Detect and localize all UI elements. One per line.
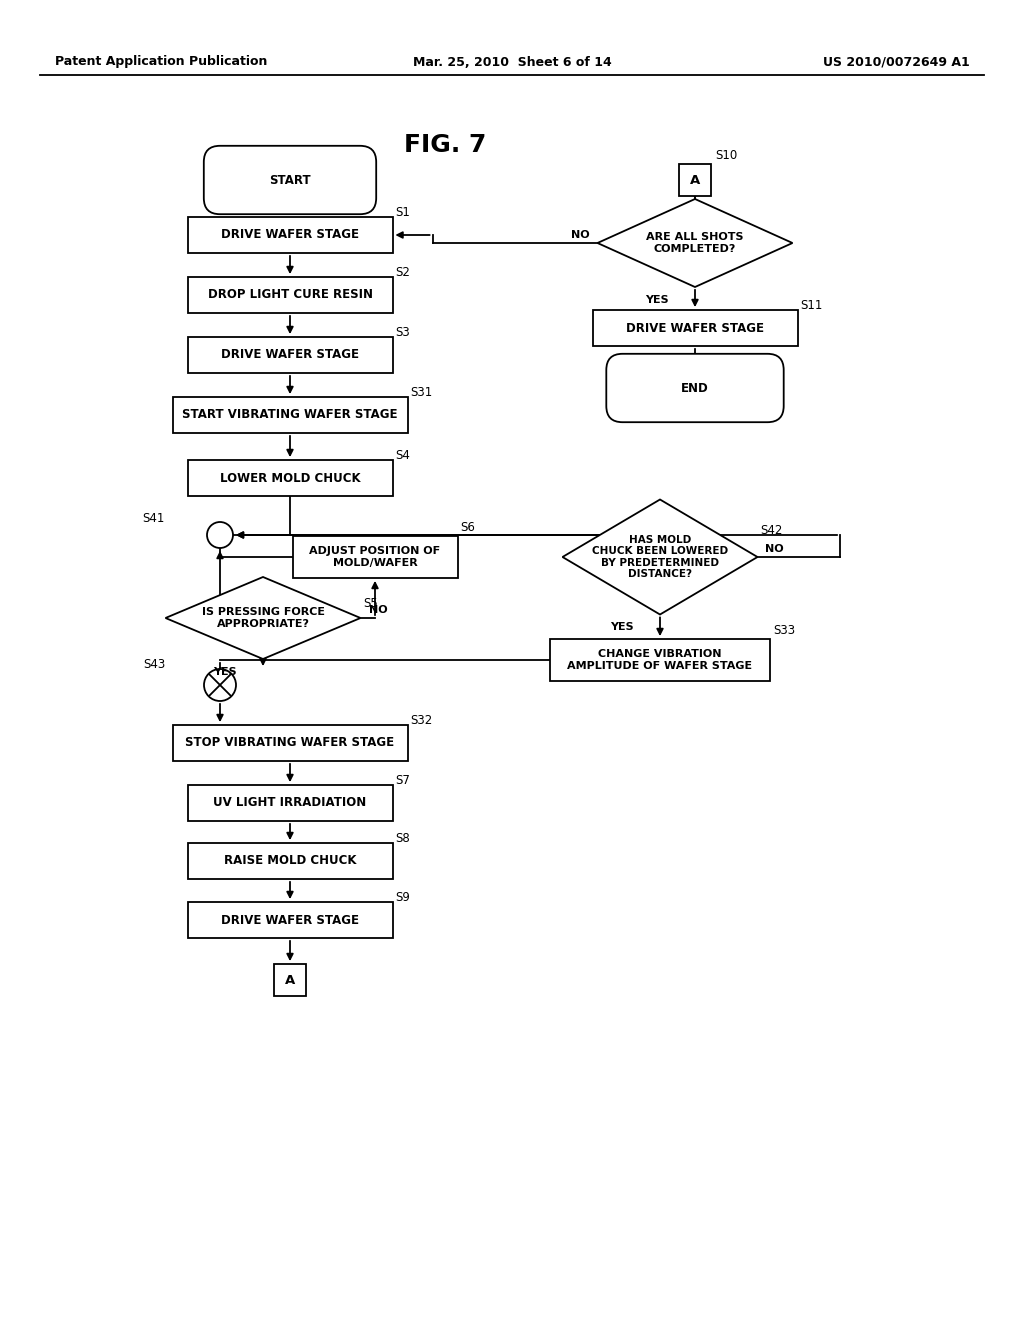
Text: RAISE MOLD CHUCK: RAISE MOLD CHUCK <box>224 854 356 867</box>
Text: S41: S41 <box>142 512 165 525</box>
Text: S5: S5 <box>364 597 378 610</box>
FancyBboxPatch shape <box>204 145 376 214</box>
Text: ARE ALL SHOTS
COMPLETED?: ARE ALL SHOTS COMPLETED? <box>646 232 743 253</box>
Polygon shape <box>166 577 360 659</box>
Text: STOP VIBRATING WAFER STAGE: STOP VIBRATING WAFER STAGE <box>185 737 394 750</box>
Text: S10: S10 <box>715 149 737 162</box>
Text: NO: NO <box>570 230 590 240</box>
Text: S1: S1 <box>395 206 411 219</box>
FancyBboxPatch shape <box>679 164 711 195</box>
Polygon shape <box>597 199 793 286</box>
Text: S4: S4 <box>395 449 411 462</box>
Text: S33: S33 <box>773 624 795 638</box>
FancyBboxPatch shape <box>550 639 770 681</box>
FancyBboxPatch shape <box>187 337 392 374</box>
FancyBboxPatch shape <box>187 459 392 496</box>
Text: FIG. 7: FIG. 7 <box>403 133 486 157</box>
Text: S42: S42 <box>761 524 783 537</box>
Text: S31: S31 <box>411 385 433 399</box>
Text: HAS MOLD
CHUCK BEEN LOWERED
BY PREDETERMINED
DISTANCE?: HAS MOLD CHUCK BEEN LOWERED BY PREDETERM… <box>592 535 728 579</box>
Text: S6: S6 <box>461 521 475 535</box>
Text: S2: S2 <box>395 267 411 279</box>
Text: START VIBRATING WAFER STAGE: START VIBRATING WAFER STAGE <box>182 408 397 421</box>
Polygon shape <box>562 499 758 615</box>
FancyBboxPatch shape <box>187 785 392 821</box>
Text: Mar. 25, 2010  Sheet 6 of 14: Mar. 25, 2010 Sheet 6 of 14 <box>413 55 611 69</box>
Text: S32: S32 <box>411 714 433 727</box>
Text: END: END <box>681 381 709 395</box>
Text: CHANGE VIBRATION
AMPLITUDE OF WAFER STAGE: CHANGE VIBRATION AMPLITUDE OF WAFER STAG… <box>567 649 753 671</box>
FancyBboxPatch shape <box>187 216 392 253</box>
FancyBboxPatch shape <box>293 536 458 578</box>
Text: DRIVE WAFER STAGE: DRIVE WAFER STAGE <box>221 228 359 242</box>
Text: START: START <box>269 173 311 186</box>
FancyBboxPatch shape <box>187 277 392 313</box>
Circle shape <box>204 669 236 701</box>
Text: YES: YES <box>610 623 634 632</box>
Text: NO: NO <box>766 544 784 554</box>
Text: A: A <box>690 173 700 186</box>
FancyBboxPatch shape <box>593 310 798 346</box>
Text: A: A <box>285 974 295 986</box>
Text: Patent Application Publication: Patent Application Publication <box>55 55 267 69</box>
Text: DROP LIGHT CURE RESIN: DROP LIGHT CURE RESIN <box>208 289 373 301</box>
Text: IS PRESSING FORCE
APPROPRIATE?: IS PRESSING FORCE APPROPRIATE? <box>202 607 325 628</box>
FancyBboxPatch shape <box>274 964 306 997</box>
Text: S7: S7 <box>395 774 411 787</box>
FancyBboxPatch shape <box>172 725 408 762</box>
Text: YES: YES <box>213 667 237 677</box>
Text: DRIVE WAFER STAGE: DRIVE WAFER STAGE <box>221 348 359 362</box>
Text: US 2010/0072649 A1: US 2010/0072649 A1 <box>823 55 970 69</box>
Circle shape <box>207 521 233 548</box>
Text: S11: S11 <box>801 300 823 312</box>
FancyBboxPatch shape <box>187 902 392 939</box>
Text: LOWER MOLD CHUCK: LOWER MOLD CHUCK <box>220 471 360 484</box>
Text: DRIVE WAFER STAGE: DRIVE WAFER STAGE <box>626 322 764 334</box>
Text: ADJUST POSITION OF
MOLD/WAFER: ADJUST POSITION OF MOLD/WAFER <box>309 546 440 568</box>
Text: DRIVE WAFER STAGE: DRIVE WAFER STAGE <box>221 913 359 927</box>
Text: S43: S43 <box>142 657 165 671</box>
FancyBboxPatch shape <box>606 354 783 422</box>
Text: UV LIGHT IRRADIATION: UV LIGHT IRRADIATION <box>213 796 367 809</box>
FancyBboxPatch shape <box>187 843 392 879</box>
FancyBboxPatch shape <box>172 397 408 433</box>
Text: YES: YES <box>645 294 669 305</box>
Text: S3: S3 <box>395 326 411 339</box>
Text: S9: S9 <box>395 891 411 904</box>
Text: NO: NO <box>369 605 387 615</box>
Text: S8: S8 <box>395 832 411 845</box>
